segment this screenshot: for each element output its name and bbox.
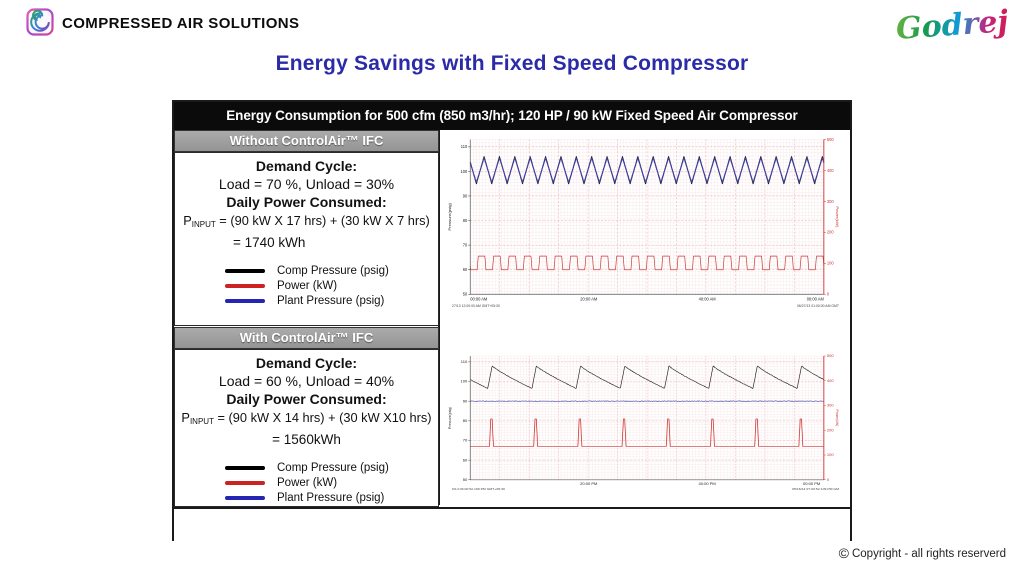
spiral-logo-icon — [26, 8, 54, 36]
section-header-with: With ControlAir™ IFC — [174, 327, 439, 349]
legend-label: Comp Pressure (psig) — [277, 264, 389, 277]
svg-text:50: 50 — [463, 292, 468, 297]
brand-name: COMPRESSED AIR SOLUTIONS — [62, 14, 300, 32]
svg-text:27/13 12:00:00 AM GMT+05:30: 27/13 12:00:00 AM GMT+05:30 — [452, 304, 500, 308]
svg-text:Power(kW): Power(kW) — [835, 409, 839, 427]
comparison-table: Energy Consumption for 500 cfm (850 m3/h… — [172, 100, 852, 541]
power-result: = 1560kWh — [272, 432, 341, 447]
svg-text:100: 100 — [460, 380, 467, 384]
legend-label: Plant Pressure (psig) — [277, 294, 385, 307]
p-subscript: INPUT — [189, 417, 214, 426]
copyright-notice: © Copyright - all rights reserverd — [839, 545, 1006, 561]
svg-text:400: 400 — [827, 379, 834, 383]
svg-text:Pressure(psig): Pressure(psig) — [447, 202, 452, 230]
chart-with-controlair: 110 100 90 80 70 60 50 500 400 300 200 100 0 20:00 PM… — [446, 350, 840, 502]
comp-pressure-swatch — [225, 268, 265, 273]
svg-text:300: 300 — [827, 199, 834, 204]
demand-cycle-value: Load = 60 %, Unload = 40% — [218, 373, 395, 389]
legend-without: Comp Pressure (psig) Power (kW) Plant Pr… — [225, 263, 438, 308]
svg-text:110: 110 — [461, 144, 468, 149]
brand: COMPRESSED AIR SOLUTIONS — [26, 8, 299, 36]
legend-with: Comp Pressure (psig) Power (kW) Plant Pr… — [225, 460, 438, 505]
svg-text:20:00 PM: 20:00 PM — [580, 482, 597, 486]
daily-power-label: Daily Power Consumed: — [226, 194, 387, 210]
svg-text:0: 0 — [827, 292, 830, 297]
svg-text:20:00 AM: 20:00 AM — [580, 297, 598, 302]
svg-text:60: 60 — [463, 459, 467, 463]
svg-text:Pressure(psig): Pressure(psig) — [448, 406, 452, 429]
svg-text:70: 70 — [463, 439, 467, 443]
svg-text:40:00 PM: 40:00 PM — [699, 482, 716, 486]
legend-item: Comp Pressure (psig) — [225, 460, 438, 475]
power-formula: PINPUT = (90 kW X 17 hrs) + (30 kW X 7 h… — [175, 212, 438, 233]
demand-cycle-label: Demand Cycle: — [255, 355, 358, 371]
legend-item: Plant Pressure (psig) — [225, 490, 438, 505]
copyright-text: Copyright - all rights reserverd — [851, 548, 1006, 560]
svg-text:00:00 PM: 00:00 PM — [803, 482, 820, 486]
copyright-icon: © — [838, 545, 849, 561]
empty-row — [174, 507, 850, 541]
svg-text:06/27/13 01:00:00 AM GMT: 06/27/13 01:00:00 AM GMT — [797, 304, 840, 308]
svg-text:05/16/14 07:00:52.109 PM GM: 05/16/14 07:00:52.109 PM GM — [792, 487, 839, 491]
svg-text:90: 90 — [463, 193, 468, 198]
power-swatch — [225, 480, 265, 485]
svg-text:80: 80 — [463, 419, 467, 423]
info-panel-with: Demand Cycle: Load = 60 %, Unload = 40% … — [174, 349, 439, 507]
p-symbol: P — [183, 213, 192, 228]
svg-text:60: 60 — [463, 267, 468, 272]
svg-text:400: 400 — [827, 168, 834, 173]
table-header: Energy Consumption for 500 cfm (850 m3/h… — [174, 102, 850, 130]
demand-cycle-value: Load = 70 %, Unload = 30% — [218, 176, 395, 192]
p-symbol: P — [181, 410, 190, 425]
legend-item: Comp Pressure (psig) — [225, 263, 438, 278]
svg-text:100: 100 — [460, 169, 467, 174]
p-subscript: INPUT — [191, 220, 216, 229]
comp-pressure-swatch — [225, 465, 265, 470]
legend-label: Power (kW) — [277, 476, 338, 489]
svg-text:80: 80 — [463, 218, 468, 223]
svg-text:90: 90 — [463, 400, 467, 404]
legend-label: Plant Pressure (psig) — [277, 491, 385, 504]
power-result: = 1740 kWh — [233, 235, 306, 250]
svg-text:70: 70 — [463, 242, 468, 247]
svg-text:100: 100 — [827, 261, 834, 266]
formula-text: = (90 kW X 17 hrs) + (30 kW X 7 hrs) — [215, 213, 430, 228]
svg-text:50: 50 — [463, 478, 467, 482]
svg-text:40:00 AM: 40:00 AM — [699, 297, 717, 302]
svg-text:Power(kW): Power(kW) — [835, 206, 840, 228]
svg-text:500: 500 — [827, 137, 834, 142]
legend-label: Power (kW) — [277, 279, 338, 292]
daily-power-label: Daily Power Consumed: — [226, 391, 387, 407]
formula-text: = (90 kW X 14 hrs) + (30 kW X10 hrs) — [213, 410, 432, 425]
legend-item: Power (kW) — [225, 278, 438, 293]
power-swatch — [225, 283, 265, 288]
legend-label: Comp Pressure (psig) — [277, 461, 389, 474]
svg-text:00:00 AM: 00:00 AM — [807, 297, 825, 302]
svg-text:110: 110 — [461, 360, 467, 364]
svg-text:200: 200 — [827, 429, 834, 433]
svg-text:500: 500 — [827, 354, 834, 358]
chart-without-controlair: 110 100 90 80 70 60 50 500 400 300 200 100 0 00:00 AM… — [446, 132, 840, 322]
legend-item: Plant Pressure (psig) — [225, 293, 438, 308]
power-formula: PINPUT = (90 kW X 14 hrs) + (30 kW X10 h… — [175, 409, 438, 430]
svg-text:0: 0 — [827, 478, 829, 482]
info-panel-without: Demand Cycle: Load = 70 %, Unload = 30% … — [174, 152, 439, 326]
section-header-without: Without ControlAir™ IFC — [174, 130, 439, 152]
svg-text:200: 200 — [827, 230, 834, 235]
legend-item: Power (kW) — [225, 475, 438, 490]
svg-text:300: 300 — [827, 404, 834, 408]
godrej-logo: Godrej — [894, 4, 1010, 47]
column-divider — [438, 130, 440, 505]
plant-pressure-swatch — [225, 298, 265, 303]
svg-text:00:00 AM: 00:00 AM — [470, 297, 488, 302]
plant-pressure-swatch — [225, 495, 265, 500]
page-title: Energy Savings with Fixed Speed Compress… — [275, 52, 749, 75]
demand-cycle-label: Demand Cycle: — [255, 158, 358, 174]
svg-text:6/14 06:00:52.109 PM GMT+05:30: 6/14 06:00:52.109 PM GMT+05:30 — [452, 487, 505, 491]
svg-text:100: 100 — [827, 453, 834, 457]
